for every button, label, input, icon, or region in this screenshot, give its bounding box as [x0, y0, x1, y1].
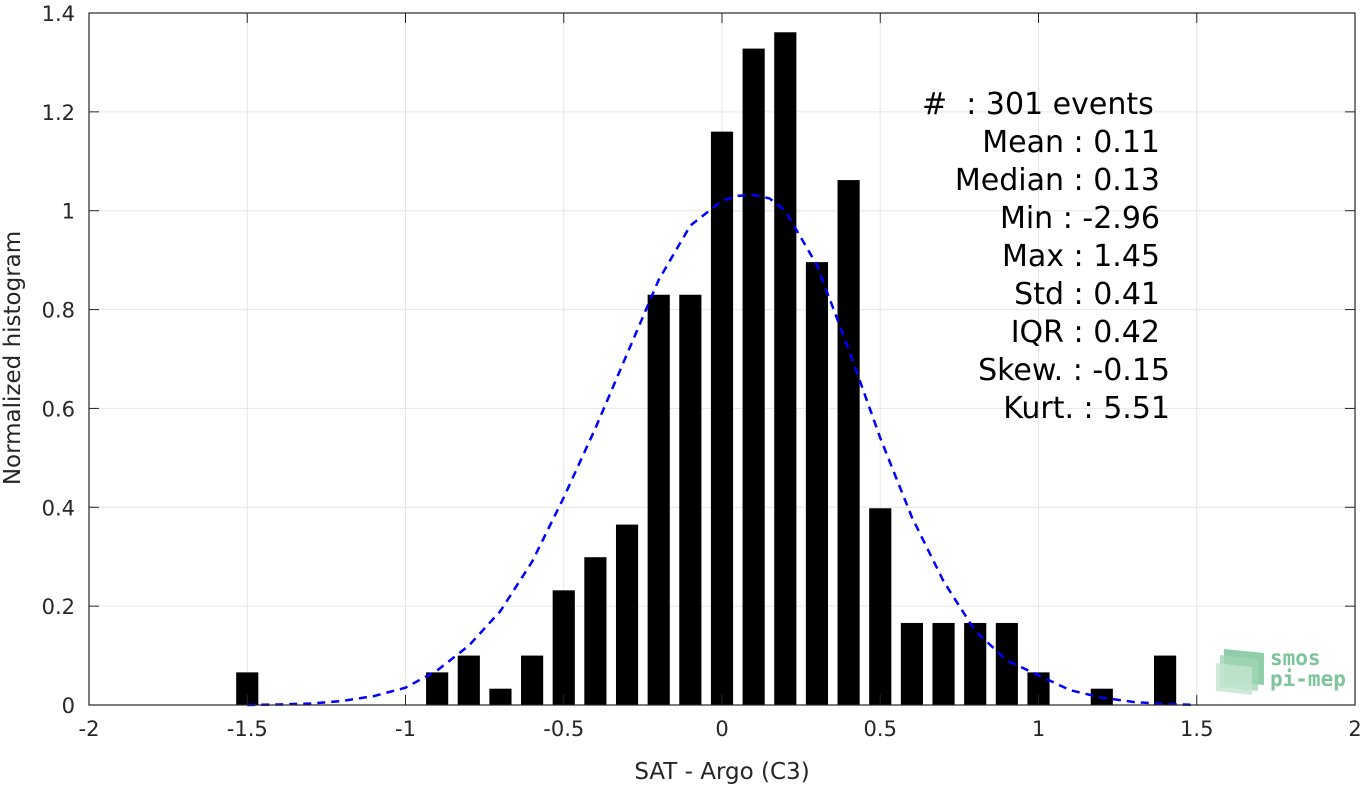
- y-tick-label: 1.2: [42, 101, 75, 125]
- y-tick-label: 1.4: [42, 2, 75, 26]
- histogram-bar: [679, 294, 702, 705]
- histogram-bars: [236, 32, 1177, 706]
- histogram-bar: [615, 524, 639, 705]
- x-tick-label: 2: [1348, 717, 1361, 741]
- histogram-bar: [932, 622, 955, 705]
- histogram-bar: [521, 655, 544, 705]
- logo-waves-icon: [1216, 649, 1264, 695]
- stat-skew: Skew. : -0.15: [978, 353, 1170, 388]
- histogram-bar: [1154, 655, 1177, 705]
- histogram-bar: [236, 672, 259, 705]
- histogram-bar: [900, 622, 923, 705]
- x-axis-label: SAT - Argo (C3): [634, 759, 809, 785]
- stat-median: Median : 0.13: [954, 163, 1160, 198]
- stat-max: Max : 1.45: [1002, 239, 1160, 274]
- y-tick-label: 0: [62, 694, 75, 718]
- histogram-bar: [584, 557, 607, 705]
- normal-fit-curve: [247, 193, 1197, 707]
- histogram-bar: [710, 131, 734, 706]
- histogram-bar: [995, 622, 1018, 705]
- histogram-bar: [837, 180, 860, 705]
- x-tick-label: 1: [1032, 717, 1045, 741]
- histogram-bar: [805, 262, 829, 705]
- x-tick-label: 1.5: [1180, 717, 1213, 741]
- histogram-bar: [457, 655, 480, 705]
- smos-pimep-logo: smos pi-mep: [1214, 645, 1354, 700]
- y-tick-label: 0.8: [42, 299, 75, 323]
- histogram-bar: [1027, 672, 1050, 705]
- x-tick-labels: -2 -1.5 -1 -0.5 0 0.5 1 1.5 2: [79, 717, 1362, 741]
- histogram-bar: [964, 622, 987, 705]
- y-tick-label: 1: [62, 200, 75, 224]
- histogram-bar: [489, 688, 512, 705]
- x-tick-label: -2: [79, 717, 100, 741]
- x-tick-label: -1.5: [227, 717, 268, 741]
- y-tick-label: 0.2: [42, 595, 75, 619]
- logo-text-line2: pi-mep: [1270, 667, 1346, 691]
- stat-std: Std : 0.41: [1014, 277, 1160, 312]
- histogram-bar: [552, 590, 575, 705]
- axes-frame: [88, 12, 1356, 706]
- stats-box: # : 301 events Mean : 0.11 Median : 0.13…: [900, 86, 1170, 428]
- stat-iqr: IQR : 0.42: [1010, 315, 1160, 350]
- x-tick-label: 0: [715, 717, 728, 741]
- histogram-bar: [742, 48, 765, 706]
- plot-frame: [88, 12, 1356, 706]
- x-tick-label: 0.5: [864, 717, 897, 741]
- y-tick-label: 0.4: [42, 496, 75, 520]
- stat-min: Min : -2.96: [999, 201, 1160, 236]
- stat-mean: Mean : 0.11: [982, 125, 1160, 160]
- y-axis-label: Normalized histogram: [0, 231, 26, 485]
- x-tick-label: -1: [395, 717, 416, 741]
- histogram-bar: [647, 294, 670, 705]
- histogram-bar: [426, 672, 449, 705]
- histogram-bar: [774, 32, 797, 705]
- y-tick-label: 0.6: [42, 397, 75, 421]
- logo-text-line1: smos: [1270, 646, 1321, 670]
- stat-count: # : 301 events: [922, 87, 1154, 122]
- x-tick-label: -0.5: [543, 717, 584, 741]
- histogram-bar: [869, 508, 892, 705]
- stat-kurt: Kurt. : 5.51: [1003, 391, 1170, 426]
- y-tick-labels: 0 0.2 0.4 0.6 0.8 1 1.2 1.4: [42, 2, 75, 718]
